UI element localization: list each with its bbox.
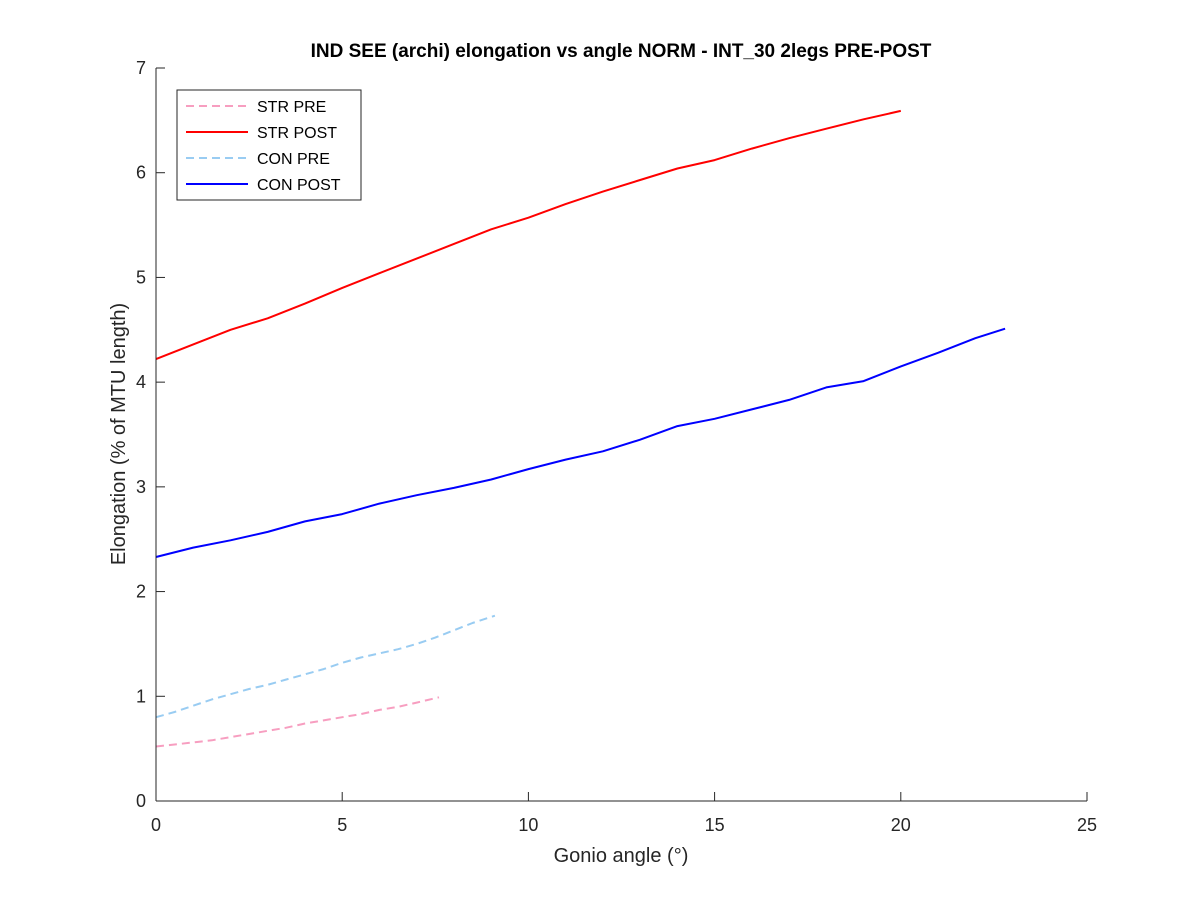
y-tick-label: 6 bbox=[136, 163, 146, 183]
legend: STR PRE STR POST CON PRE CON POST bbox=[176, 89, 362, 201]
series-line-con-pre bbox=[155, 614, 496, 719]
legend-label: CON PRE bbox=[257, 151, 330, 168]
x-tick-label: 20 bbox=[891, 815, 911, 835]
y-tick-label: 7 bbox=[136, 58, 146, 78]
axes-box bbox=[155, 68, 1087, 802]
y-tick-label: 3 bbox=[136, 477, 146, 497]
x-tick-label: 10 bbox=[518, 815, 538, 835]
x-tick-label: 25 bbox=[1077, 815, 1097, 835]
x-ticks: 0 5 10 15 20 25 bbox=[151, 792, 1097, 835]
legend-label: CON POST bbox=[257, 177, 341, 194]
x-tick-label: 15 bbox=[705, 815, 725, 835]
series-line-con-post bbox=[155, 327, 1006, 558]
x-tick-label: 0 bbox=[151, 815, 161, 835]
legend-label: STR PRE bbox=[257, 99, 326, 116]
y-tick-label: 2 bbox=[136, 582, 146, 602]
chart-title: IND SEE (archi) elongation vs angle NORM… bbox=[311, 41, 932, 62]
x-axis-label: Gonio angle (°) bbox=[554, 845, 689, 867]
series-line-str-post bbox=[155, 109, 902, 361]
y-ticks: 0 1 2 3 4 5 6 7 bbox=[136, 58, 165, 811]
x-tick-label: 5 bbox=[337, 815, 347, 835]
y-axis-label: Elongation (% of MTU length) bbox=[108, 303, 130, 565]
y-tick-label: 1 bbox=[136, 686, 146, 706]
series-line-str-pre bbox=[155, 696, 440, 748]
legend-label: STR POST bbox=[257, 125, 337, 142]
series-layer bbox=[155, 109, 1006, 748]
legend-box bbox=[176, 89, 362, 201]
y-tick-label: 4 bbox=[136, 372, 146, 392]
y-tick-label: 0 bbox=[136, 791, 146, 811]
y-tick-label: 5 bbox=[136, 267, 146, 287]
